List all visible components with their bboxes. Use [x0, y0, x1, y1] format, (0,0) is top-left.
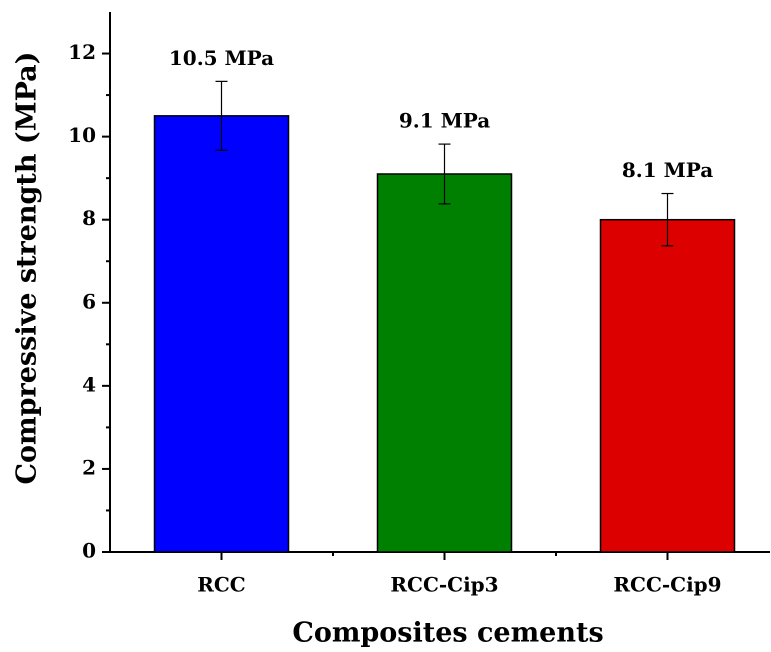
y-tick-label: 2	[82, 455, 96, 479]
y-tick-label: 12	[68, 40, 96, 64]
annotation: 8.1 MPa	[622, 158, 713, 182]
bar	[376, 173, 513, 553]
y-tick-label: 0	[82, 539, 96, 563]
bar	[153, 115, 290, 553]
annotation: 10.5 MPa	[169, 46, 274, 70]
y-axis-title: Compressive strength (MPa)	[12, 52, 43, 485]
y-tick-label: 4	[82, 372, 96, 396]
x-tick-label: RCC	[197, 573, 245, 597]
bar	[599, 218, 736, 553]
x-tick-label: RCC-Cip9	[613, 573, 721, 597]
x-tick-label: RCC-Cip3	[390, 573, 498, 597]
y-tick-label: 6	[82, 289, 96, 313]
y-tick-label: 10	[68, 123, 96, 147]
y-tick-label: 8	[82, 206, 96, 230]
x-axis-title: Composites cements	[292, 618, 603, 649]
annotation: 9.1 MPa	[399, 109, 490, 133]
